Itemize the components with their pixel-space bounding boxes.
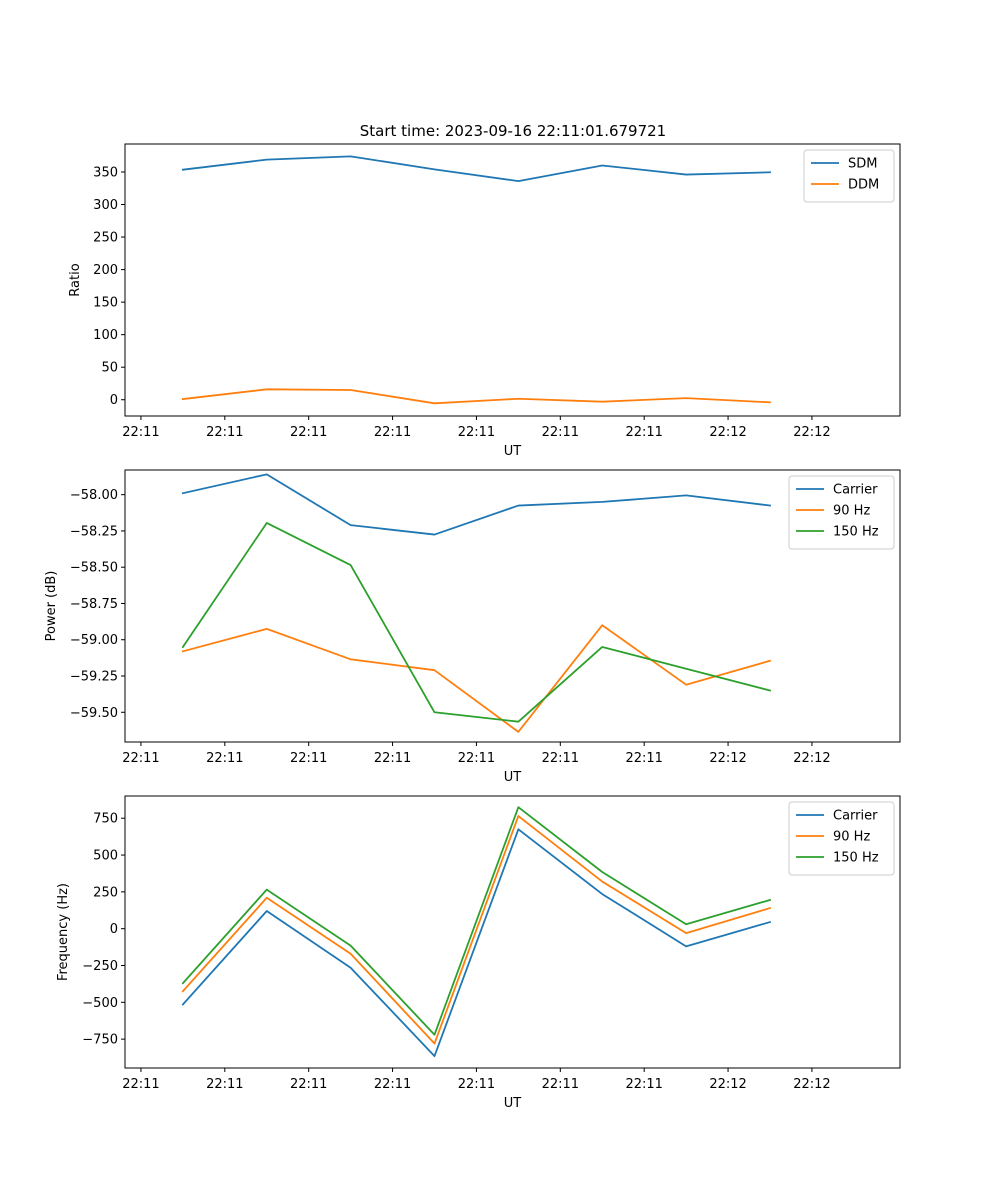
series-line-1-2	[181, 522, 772, 723]
x-tick-label-1-6: 22:11	[625, 751, 662, 766]
y-tick-label-2-2: 250	[93, 885, 118, 900]
y-tick-label-2-6: −750	[82, 1033, 118, 1048]
x-tick-label-2-3: 22:11	[374, 1077, 411, 1092]
y-tick-label-0-1: 50	[101, 361, 118, 376]
y-axis-label-0: Ratio	[68, 263, 83, 296]
x-tick-label-0-5: 22:11	[542, 425, 579, 440]
figure-title: Start time: 2023-09-16 22:11:01.679721	[360, 122, 666, 140]
x-tick-label-0-2: 22:11	[290, 425, 327, 440]
x-tick-label-0-7: 22:12	[709, 425, 746, 440]
axes-frame-1	[124, 469, 901, 743]
legend-label-0-0: SDM	[848, 157, 877, 172]
x-tick-label-0-8: 22:12	[793, 425, 830, 440]
x-tick-label-2-1: 22:11	[206, 1077, 243, 1092]
x-tick-label-2-4: 22:11	[458, 1077, 495, 1092]
y-tick-label-2-4: −250	[82, 959, 118, 974]
y-axis-label-2: Frequency (Hz)	[56, 883, 71, 981]
y-tick-label-2-1: 500	[93, 849, 118, 864]
y-tick-label-1-0: −58.00	[70, 488, 118, 503]
x-tick-label-2-5: 22:11	[542, 1077, 579, 1092]
y-tick-label-0-5: 250	[93, 231, 118, 246]
axes-frame-0	[124, 143, 901, 417]
x-tick-label-2-7: 22:12	[709, 1077, 746, 1092]
series-line-1-0	[181, 473, 771, 536]
x-tick-label-0-3: 22:11	[374, 425, 411, 440]
x-tick-label-0-4: 22:11	[458, 425, 495, 440]
series-line-0-0	[181, 155, 771, 182]
x-tick-label-0-1: 22:11	[206, 425, 243, 440]
y-tick-label-1-2: −58.50	[70, 561, 118, 576]
x-tick-label-2-2: 22:11	[290, 1077, 327, 1092]
y-tick-label-0-3: 150	[93, 296, 118, 311]
legend-label-2-0: Carrier	[833, 809, 878, 824]
y-tick-label-1-3: −58.75	[70, 597, 118, 612]
x-tick-label-2-6: 22:11	[625, 1077, 662, 1092]
legend-label-0-1: DDM	[848, 178, 879, 193]
series-line-2-2	[181, 806, 772, 1036]
y-tick-label-1-1: −58.25	[70, 524, 118, 539]
x-tick-label-0-0: 22:11	[122, 425, 159, 440]
y-tick-label-1-5: −59.25	[70, 669, 118, 684]
x-tick-label-1-5: 22:11	[542, 751, 579, 766]
series-line-2-0	[181, 828, 772, 1057]
series-line-2-1	[181, 815, 772, 1045]
series-line-1-1	[181, 624, 772, 733]
legend-label-1-2: 150 Hz	[833, 525, 879, 540]
x-tick-label-1-1: 22:11	[206, 751, 243, 766]
x-tick-label-1-7: 22:12	[709, 751, 746, 766]
x-tick-label-1-2: 22:11	[290, 751, 327, 766]
x-axis-label-1: UT	[504, 770, 522, 785]
y-tick-label-0-7: 350	[93, 165, 118, 180]
x-tick-label-2-8: 22:12	[793, 1077, 830, 1092]
legend-label-2-2: 150 Hz	[833, 851, 879, 866]
y-axis-label-1: Power (dB)	[44, 571, 59, 642]
x-tick-label-2-0: 22:11	[122, 1077, 159, 1092]
y-tick-label-0-6: 300	[93, 198, 118, 213]
y-tick-label-0-4: 200	[93, 263, 118, 278]
y-tick-label-0-2: 100	[93, 328, 118, 343]
legend-label-2-1: 90 Hz	[833, 830, 870, 845]
axes-frame-2	[124, 795, 901, 1069]
x-tick-label-1-4: 22:11	[458, 751, 495, 766]
y-tick-label-1-6: −59.50	[70, 706, 118, 721]
x-tick-label-0-6: 22:11	[625, 425, 662, 440]
y-tick-label-1-4: −59.00	[70, 633, 118, 648]
y-tick-label-2-0: 750	[93, 812, 118, 827]
x-tick-label-1-0: 22:11	[122, 751, 159, 766]
legend-label-1-1: 90 Hz	[833, 504, 870, 519]
x-tick-label-1-3: 22:11	[374, 751, 411, 766]
legend-label-1-0: Carrier	[833, 483, 878, 498]
y-tick-label-0-0: 0	[110, 393, 118, 408]
y-tick-label-2-3: 0	[110, 922, 118, 937]
y-tick-label-2-5: −500	[82, 996, 118, 1011]
x-axis-label-0: UT	[504, 444, 522, 459]
series-line-0-1	[181, 388, 771, 405]
x-tick-label-1-8: 22:12	[793, 751, 830, 766]
x-axis-label-2: UT	[504, 1096, 522, 1111]
